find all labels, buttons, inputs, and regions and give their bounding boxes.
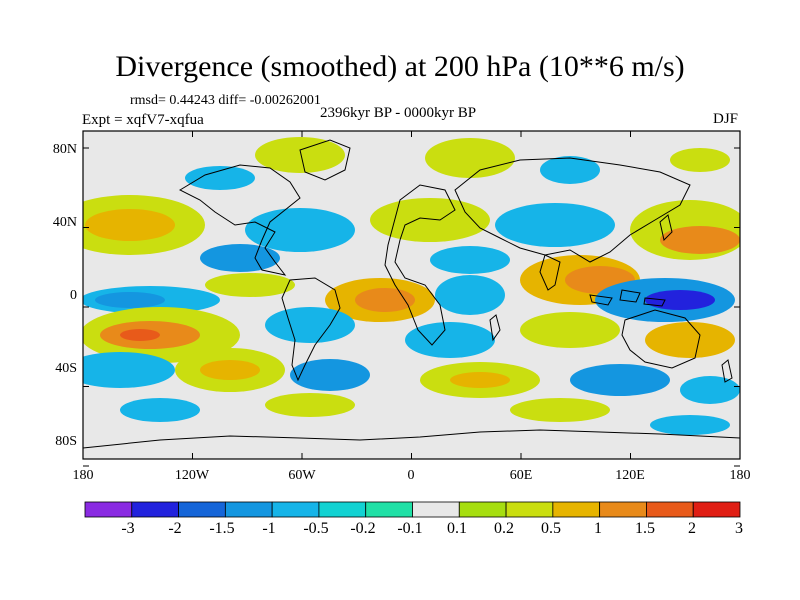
colorbar-swatch [131, 501, 179, 518]
experiment-label: Expt = xqfV7-xqfua [82, 112, 204, 128]
colorbar-swatch [692, 501, 741, 518]
map-title: Divergence (smoothed) at 200 hPa (10**6 … [115, 50, 685, 83]
colorbar-label: 1 [594, 520, 602, 537]
colorbar-swatch [178, 501, 226, 518]
x-tick-label: 120E [615, 468, 645, 483]
colorbar-swatch [365, 501, 413, 518]
colorbar-swatch [224, 501, 273, 518]
stats-text: rmsd= 0.44243 diff= -0.00262001 [130, 93, 321, 108]
y-ticks [83, 147, 740, 467]
x-ticks [82, 131, 741, 459]
colorbar-swatch [318, 501, 367, 518]
divergence-field [83, 137, 740, 435]
colorbar-label: -0.5 [303, 520, 329, 537]
colorbar-label: -1 [262, 520, 276, 537]
colorbar-label: 1.5 [635, 520, 655, 537]
colorbar-swatch [552, 501, 601, 518]
coastlines [83, 139, 740, 449]
colorbar-swatch [646, 501, 694, 518]
season-label: DJF [713, 111, 739, 127]
colorbar-label: 0.5 [541, 520, 561, 537]
colorbar-label: 3 [735, 520, 743, 537]
colorbar-label: 0.1 [447, 520, 467, 537]
colorbar-label: -3 [121, 520, 135, 537]
colorbar-swatch [505, 501, 554, 518]
colorbar-swatch [458, 501, 507, 518]
colorbar-label: 2 [688, 520, 696, 537]
colorbar-swatch [599, 501, 647, 518]
x-tick-label: 180 [729, 468, 751, 483]
colorbar [84, 501, 741, 518]
colorbar-swatch [271, 501, 320, 518]
colorbar-label: -0.1 [397, 520, 423, 537]
y-tick-label: 40N [52, 215, 77, 230]
x-tick-label: 60E [509, 468, 533, 483]
colorbar-swatch [412, 501, 460, 518]
y-tick-label: 80N [52, 142, 77, 157]
y-tick-label: 80S [55, 434, 77, 449]
x-tick-label: 180 [72, 468, 94, 483]
x-tick-label: 120W [174, 468, 210, 483]
colorbar-label: -0.2 [350, 520, 376, 537]
colorbar-label: -1.5 [209, 520, 235, 537]
x-tick-label: 0 [407, 468, 415, 483]
y-tick-label: 0 [70, 288, 77, 303]
colorbar-swatch [84, 501, 133, 518]
colorbar-label: -2 [168, 520, 182, 537]
colorbar-label: 0.2 [494, 520, 514, 537]
period-label: 2396kyr BP - 0000kyr BP [320, 105, 477, 121]
y-tick-label: 40S [55, 361, 77, 376]
x-tick-label: 60W [288, 468, 316, 483]
